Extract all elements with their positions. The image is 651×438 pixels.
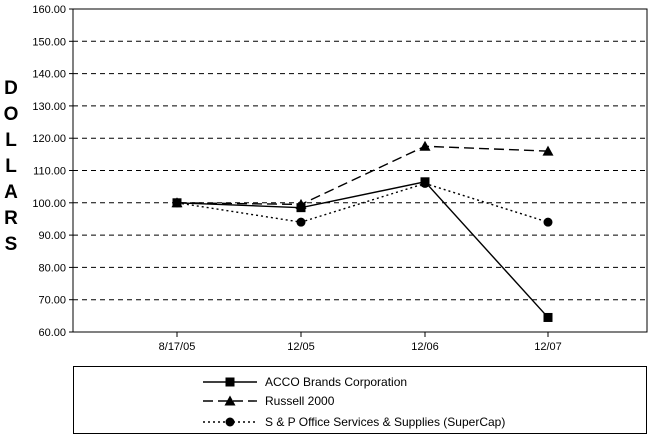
x-tick-label: 8/17/05	[159, 341, 196, 353]
legend-marker	[224, 395, 236, 406]
x-tick-label: 12/05	[287, 341, 315, 353]
y-axis-title-letter: S	[4, 234, 18, 255]
data-point	[296, 217, 306, 227]
legend-swatch	[203, 377, 257, 387]
y-axis-title-letter: D	[4, 78, 18, 99]
plot-area	[72, 8, 648, 333]
y-tick-label: 60.00	[38, 327, 66, 339]
y-axis-title-letter: R	[4, 208, 18, 229]
y-tick-label: 140.00	[32, 69, 66, 81]
y-axis-ticks: 60.00 70.00 80.00 90.00 100.00 110.00 120.00 13…	[32, 4, 73, 339]
series-layer	[171, 140, 554, 322]
y-tick-label: 70.00	[38, 295, 66, 307]
legend-item: S & P Office Services & Supplies (SuperC…	[201, 413, 505, 431]
y-axis-title-letter: A	[4, 182, 18, 203]
y-tick-label: 150.00	[32, 36, 66, 48]
legend-marker	[225, 417, 235, 427]
x-tick-label: 12/07	[534, 341, 562, 353]
x-tick-label: 12/06	[411, 341, 439, 353]
series-line	[176, 182, 549, 223]
data-point	[420, 178, 430, 188]
legend-item: ACCO Brands Corporation	[201, 373, 407, 391]
y-tick-label: 160.00	[32, 4, 66, 16]
legend-item: Russell 2000	[201, 392, 334, 410]
y-tick-label: 110.00	[33, 166, 66, 178]
y-tick-label: 130.00	[32, 101, 66, 113]
series-line	[176, 145, 549, 206]
y-tick-label: 100.00	[32, 198, 66, 210]
legend-swatch	[203, 395, 257, 406]
series-line	[176, 181, 549, 318]
legend-label: ACCO Brands Corporation	[265, 375, 408, 389]
data-point	[172, 198, 182, 208]
y-tick-label: 120.00	[32, 133, 66, 145]
line-chart: 60.00 70.00 80.00 90.00 100.00 110.00 120.00 13…	[32, 4, 648, 353]
legend: ACCO Brands Corporation Russell 2000 S & P…	[73, 366, 647, 434]
y-axis-title-letter: L	[5, 130, 17, 151]
legend-label: Russell 2000	[265, 394, 335, 408]
y-axis-title-letter: L	[5, 156, 17, 177]
y-axis-title-letter: O	[3, 104, 19, 125]
data-point	[543, 217, 553, 227]
data-point	[295, 198, 307, 209]
legend-swatch	[203, 417, 257, 427]
y-tick-label: 80.00	[38, 262, 66, 274]
y-tick-label: 90.00	[38, 230, 66, 242]
gridlines	[73, 40, 647, 301]
data-point	[542, 145, 554, 156]
x-axis-ticks: 8/17/05 12/05 12/06 12/07	[159, 332, 562, 353]
legend-label: S & P Office Services & Supplies (SuperC…	[265, 415, 506, 429]
data-point	[419, 140, 431, 151]
legend-marker	[225, 377, 235, 387]
data-point	[543, 312, 553, 322]
